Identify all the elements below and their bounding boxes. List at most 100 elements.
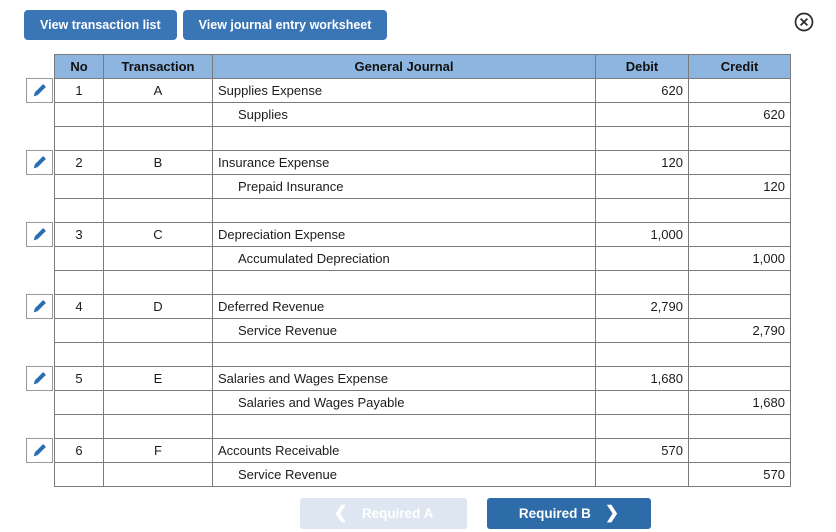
edit-pencil-icon	[33, 372, 46, 385]
cell-transaction	[104, 247, 213, 271]
column-header-credit: Credit	[689, 55, 791, 79]
edit-entry-2-button[interactable]	[26, 150, 53, 175]
required-a-label: Required A	[361, 506, 434, 521]
edit-entry-1-button[interactable]	[26, 78, 53, 103]
cell-credit: 120	[689, 175, 791, 199]
cell-no	[55, 247, 104, 271]
cell-transaction	[104, 319, 213, 343]
journal-row-credit: Supplies 620	[55, 103, 791, 127]
close-icon	[794, 12, 814, 32]
edit-entry-3-button[interactable]	[26, 222, 53, 247]
cell-account: Salaries and Wages Payable	[213, 391, 596, 415]
cell-account: Prepaid Insurance	[213, 175, 596, 199]
journal-row-debit: 5 E Salaries and Wages Expense 1,680	[55, 367, 791, 391]
cell-no	[55, 175, 104, 199]
general-journal-table: No Transaction General Journal Debit Cre…	[26, 54, 791, 487]
cell-no: 1	[55, 79, 104, 103]
journal-row-blank	[55, 343, 791, 367]
cell-credit: 1,680	[689, 391, 791, 415]
cell-transaction	[104, 103, 213, 127]
column-header-no: No	[55, 55, 104, 79]
edit-entry-4-button[interactable]	[26, 294, 53, 319]
cell-account: Insurance Expense	[213, 151, 596, 175]
journal-row-credit: Prepaid Insurance 120	[55, 175, 791, 199]
cell-no	[55, 103, 104, 127]
footer-nav: ❮ Required A Required B ❯	[0, 498, 836, 529]
required-b-label: Required B	[518, 506, 591, 521]
cell-debit: 1,000	[596, 223, 689, 247]
cell-account: Depreciation Expense	[213, 223, 596, 247]
journal-row-debit: 2 B Insurance Expense 120	[55, 151, 791, 175]
cell-debit	[596, 391, 689, 415]
required-b-button[interactable]: Required B ❯	[487, 498, 651, 529]
cell-account: Accounts Receivable	[213, 439, 596, 463]
cell-no: 4	[55, 295, 104, 319]
cell-no: 3	[55, 223, 104, 247]
journal-row-debit: 1 A Supplies Expense 620	[55, 79, 791, 103]
cell-debit: 570	[596, 439, 689, 463]
journal-row-credit: Service Revenue 570	[55, 463, 791, 487]
cell-debit: 620	[596, 79, 689, 103]
cell-debit	[596, 175, 689, 199]
cell-account: Deferred Revenue	[213, 295, 596, 319]
cell-account: Supplies	[213, 103, 596, 127]
view-journal-entry-worksheet-button[interactable]: View journal entry worksheet	[182, 10, 388, 40]
toolbar: View transaction list View journal entry…	[24, 10, 388, 40]
journal-row-blank	[55, 199, 791, 223]
cell-no: 2	[55, 151, 104, 175]
required-a-button[interactable]: ❮ Required A	[300, 498, 467, 529]
cell-transaction: A	[104, 79, 213, 103]
cell-debit: 120	[596, 151, 689, 175]
journal-row-credit: Accumulated Depreciation 1,000	[55, 247, 791, 271]
cell-account: Supplies Expense	[213, 79, 596, 103]
edit-entry-5-button[interactable]	[26, 366, 53, 391]
cell-transaction: C	[104, 223, 213, 247]
cell-credit	[689, 367, 791, 391]
journal-row-debit: 3 C Depreciation Expense 1,000	[55, 223, 791, 247]
cell-transaction: E	[104, 367, 213, 391]
edit-pencil-icon	[33, 84, 46, 97]
cell-no	[55, 463, 104, 487]
column-header-general-journal: General Journal	[213, 55, 596, 79]
journal-row-credit: Service Revenue 2,790	[55, 319, 791, 343]
cell-no: 6	[55, 439, 104, 463]
cell-debit: 1,680	[596, 367, 689, 391]
cell-debit	[596, 319, 689, 343]
cell-credit	[689, 223, 791, 247]
cell-debit: 2,790	[596, 295, 689, 319]
cell-transaction: B	[104, 151, 213, 175]
cell-transaction	[104, 391, 213, 415]
cell-credit: 2,790	[689, 319, 791, 343]
cell-credit	[689, 439, 791, 463]
cell-account: Accumulated Depreciation	[213, 247, 596, 271]
cell-credit: 1,000	[689, 247, 791, 271]
cell-credit: 620	[689, 103, 791, 127]
edit-pencil-icon	[33, 156, 46, 169]
column-header-transaction: Transaction	[104, 55, 213, 79]
edit-pencil-icon	[33, 228, 46, 241]
journal-row-blank	[55, 271, 791, 295]
cell-transaction: D	[104, 295, 213, 319]
close-button[interactable]	[793, 11, 815, 33]
chevron-left-icon: ❮	[333, 503, 348, 522]
journal-row-blank	[55, 127, 791, 151]
journal-row-debit: 6 F Accounts Receivable 570	[55, 439, 791, 463]
cell-debit	[596, 103, 689, 127]
cell-no: 5	[55, 367, 104, 391]
chevron-right-icon: ❯	[604, 503, 620, 522]
cell-account: Service Revenue	[213, 463, 596, 487]
cell-transaction	[104, 463, 213, 487]
edit-pencil-icon	[33, 300, 46, 313]
view-transaction-list-button[interactable]: View transaction list	[24, 10, 177, 40]
journal-row-debit: 4 D Deferred Revenue 2,790	[55, 295, 791, 319]
edit-pencil-icon	[33, 444, 46, 457]
cell-transaction: F	[104, 439, 213, 463]
cell-debit	[596, 463, 689, 487]
column-header-debit: Debit	[596, 55, 689, 79]
cell-account: Service Revenue	[213, 319, 596, 343]
cell-credit	[689, 151, 791, 175]
journal-row-credit: Salaries and Wages Payable 1,680	[55, 391, 791, 415]
cell-account: Salaries and Wages Expense	[213, 367, 596, 391]
cell-debit	[596, 247, 689, 271]
edit-entry-6-button[interactable]	[26, 438, 53, 463]
